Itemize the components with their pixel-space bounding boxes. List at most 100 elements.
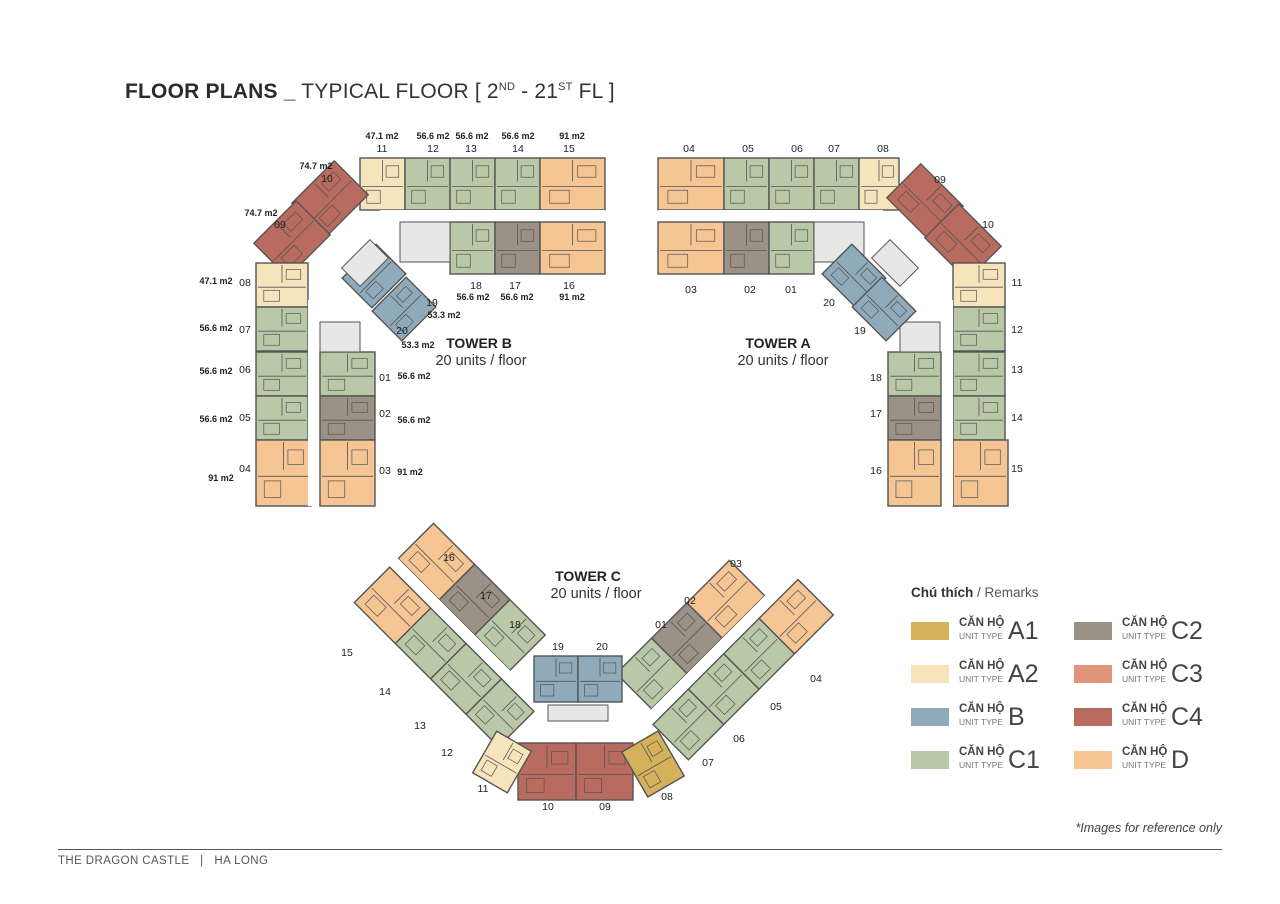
unit-number-b-03: 03 (379, 465, 391, 477)
unit-a-01 (768, 221, 815, 275)
unit-b-02 (319, 395, 376, 441)
legend-unit-type: UNIT TYPE (959, 631, 1004, 641)
legend-item-a1: CĂN HỘ UNIT TYPE A1 (911, 614, 1061, 650)
unit-a-17 (887, 395, 942, 441)
unit-b-15 (539, 157, 606, 211)
unit-number-b-02: 02 (379, 408, 391, 420)
unit-number-b-09: 09 (274, 219, 286, 231)
unit-number-a-03: 03 (685, 284, 697, 296)
title-sup-nd: ND (498, 81, 516, 93)
unit-b-05 (255, 395, 309, 441)
unit-number-b-15: 15 (563, 143, 575, 155)
unit-a-16 (887, 439, 942, 507)
unit-a-11 (952, 262, 1006, 308)
unit-number-c-10: 10 (542, 801, 554, 813)
unit-area-b-08: 47.1 m2 (199, 276, 232, 286)
unit-area-b-15: 91 m2 (559, 131, 585, 141)
unit-area-b-12: 56.6 m2 (416, 131, 449, 141)
unit-c-08 (620, 730, 686, 798)
unit-b-14 (494, 157, 541, 211)
legend-can-ho: CĂN HỘ (1122, 703, 1168, 715)
legend-item-c4: CĂN HỘ UNIT TYPE C4 (1074, 700, 1224, 736)
legend-item-c2: CĂN HỘ UNIT TYPE C2 (1074, 614, 1224, 650)
unit-number-a-16: 16 (870, 465, 882, 477)
title-end: FL ] (572, 80, 615, 103)
unit-a-12 (952, 306, 1006, 352)
unit-area-b-14: 56.6 m2 (501, 131, 534, 141)
unit-area-b-19: 53.3 m2 (427, 310, 460, 320)
unit-number-a-19: 19 (854, 325, 866, 337)
tower-a-name: TOWER A (745, 335, 810, 351)
unit-number-a-04: 04 (683, 143, 695, 155)
unit-number-a-07: 07 (828, 143, 840, 155)
legend-swatch (1074, 751, 1112, 769)
unit-number-b-08: 08 (239, 277, 251, 289)
unit-area-b-10: 74.7 m2 (299, 161, 332, 171)
unit-number-a-20: 20 (823, 297, 835, 309)
unit-number-b-12: 12 (427, 143, 439, 155)
legend-swatch (911, 751, 949, 769)
legend-swatch (911, 665, 949, 683)
legend-title: Chú thích / Remarks (911, 585, 1039, 600)
legend-can-ho: CĂN HỘ (1122, 617, 1168, 629)
unit-number-b-01: 01 (379, 372, 391, 384)
unit-number-a-02: 02 (744, 284, 756, 296)
unit-number-c-14: 14 (379, 686, 391, 698)
legend-unit-type: UNIT TYPE (1122, 717, 1167, 727)
unit-number-b-05: 05 (239, 412, 251, 424)
legend-unit-type: UNIT TYPE (959, 674, 1004, 684)
unit-number-a-12: 12 (1011, 324, 1023, 336)
title-light: TYPICAL FLOOR [ 2 (301, 80, 499, 103)
legend-swatch (911, 708, 949, 726)
unit-number-b-07: 07 (239, 324, 251, 336)
unit-b-16 (539, 221, 606, 275)
unit-a-19 (851, 276, 917, 342)
unit-c-04 (758, 578, 835, 655)
unit-number-c-08: 08 (661, 791, 673, 803)
unit-a-04 (657, 157, 725, 211)
legend-can-ho: CĂN HỘ (1122, 660, 1168, 672)
unit-number-b-10: 10 (321, 173, 333, 185)
title-mid: - 21 (515, 80, 559, 103)
unit-b-07 (255, 306, 309, 352)
legend-item-a2: CĂN HỘ UNIT TYPE A2 (911, 657, 1061, 693)
legend-unit-type: UNIT TYPE (959, 760, 1004, 770)
unit-b-03 (319, 439, 376, 507)
unit-number-c-17: 17 (480, 590, 492, 602)
unit-number-c-16: 16 (443, 552, 455, 564)
legend-code: B (1008, 703, 1025, 731)
tower-b-name: TOWER B (446, 335, 512, 351)
unit-number-c-09: 09 (599, 801, 611, 813)
unit-c-12 (465, 677, 535, 748)
legend-can-ho: CĂN HỘ (1122, 746, 1168, 758)
unit-a-03 (657, 221, 725, 275)
unit-number-b-18: 18 (470, 280, 482, 292)
legend-item-c1: CĂN HỘ UNIT TYPE C1 (911, 743, 1061, 779)
page-title: FLOOR PLANS _ TYPICAL FLOOR [ 2ND - 21ST… (125, 80, 615, 104)
unit-number-c-20: 20 (596, 641, 608, 653)
tower-a: 04 05 06 07 08 09 10 11 12 13 14 15 16 17 18 03 02 01 20 19… (657, 143, 1023, 507)
unit-a-15 (952, 439, 1009, 507)
unit-number-c-13: 13 (414, 720, 426, 732)
legend-can-ho: CĂN HỘ (959, 617, 1005, 629)
tower-c: 16 17 18 15 14 13 12 11 10 09 08 07 06 05 04 03 02 01 19 20… (341, 522, 835, 813)
unit-number-c-15: 15 (341, 647, 353, 659)
unit-b-20 (371, 276, 437, 342)
unit-number-a-15: 15 (1011, 463, 1023, 475)
unit-number-c-02: 02 (684, 595, 696, 607)
unit-number-c-06: 06 (733, 733, 745, 745)
unit-number-a-05: 05 (742, 143, 754, 155)
unit-number-a-17: 17 (870, 408, 882, 420)
unit-b-13 (449, 157, 496, 211)
unit-number-b-16: 16 (563, 280, 575, 292)
unit-area-b-13: 56.6 m2 (455, 131, 488, 141)
unit-area-b-20: 53.3 m2 (401, 340, 434, 350)
unit-a-07 (813, 157, 860, 211)
footer-text: THE DRAGON CASTLE | HA LONG (58, 855, 269, 867)
unit-b-17 (494, 221, 541, 275)
unit-number-a-01: 01 (785, 284, 797, 296)
unit-number-b-13: 13 (465, 143, 477, 155)
legend-swatch (1074, 708, 1112, 726)
legend-unit-type: UNIT TYPE (1122, 674, 1167, 684)
